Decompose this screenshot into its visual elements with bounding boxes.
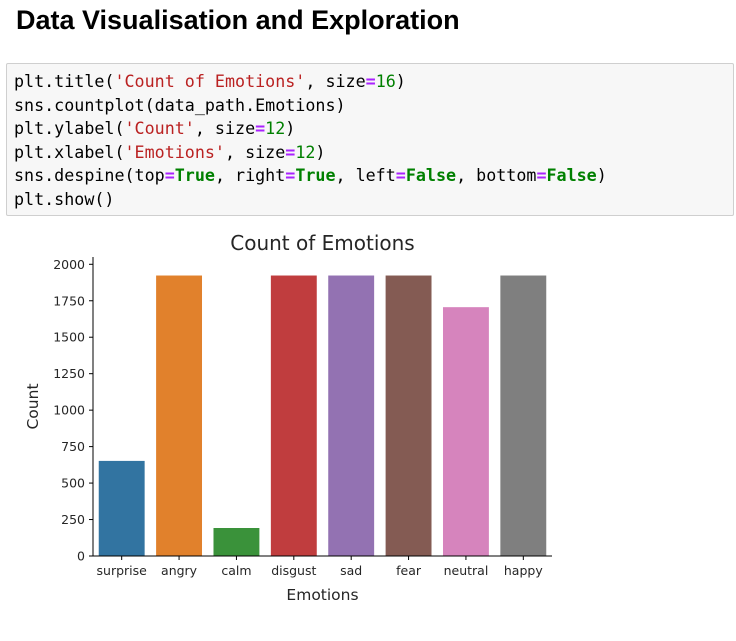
x-tick-label-calm: calm	[221, 563, 251, 578]
x-tick-label-fear: fear	[396, 563, 422, 578]
code-token: 'Count'	[124, 118, 195, 138]
y-tick-label: 2000	[53, 257, 85, 272]
code-token: )	[596, 165, 607, 185]
y-tick-label: 750	[61, 439, 85, 454]
code-token: plt.show()	[14, 188, 115, 209]
y-tick-label: 1000	[53, 403, 85, 418]
code-token: =	[255, 118, 266, 138]
section-heading: Data Visualisation and Exploration	[16, 5, 460, 35]
code-token: sns.despine(top	[14, 165, 165, 185]
x-tick-label-disgust: disgust	[271, 563, 316, 578]
bar-disgust	[270, 275, 317, 556]
y-tick-label: 1500	[53, 330, 85, 345]
code-line: sns.despine(top=True, right=True, left=F…	[14, 165, 607, 185]
code-token: plt.ylabel(	[14, 118, 125, 138]
code-token: 16	[375, 71, 396, 91]
cell-output: Count of Emotions 0 250 500 750 1000 1250 1500 1…	[0, 222, 736, 636]
y-tick-label: 500	[61, 476, 85, 491]
code-token: , size	[224, 141, 286, 162]
x-tick-label-happy: happy	[504, 563, 543, 578]
code-token: =	[285, 141, 296, 162]
code-token: , size	[305, 71, 366, 91]
code-token: )	[315, 141, 326, 162]
y-tick-label: 1750	[53, 293, 85, 308]
bar-sad	[328, 275, 375, 556]
code-token: =	[365, 71, 376, 91]
code-token: 12	[295, 141, 316, 162]
code-cell[interactable]: plt.title('Count of Emotions', size=16) …	[6, 63, 734, 216]
code-line: plt.show()	[14, 189, 114, 209]
x-tick-label-surprise: surprise	[97, 563, 148, 578]
x-axis-label: Emotions	[286, 586, 358, 604]
code-token: =	[164, 165, 175, 185]
code-token: 'Count of Emotions'	[114, 71, 306, 91]
bar-calm	[213, 528, 260, 556]
code-token: =	[395, 165, 406, 185]
code-token: plt.title(	[14, 71, 115, 91]
code-token: )	[285, 118, 296, 138]
code-token: 12	[265, 118, 286, 138]
code-token: True	[174, 165, 215, 185]
code-token: plt.xlabel(	[14, 141, 125, 162]
code-token: , right	[214, 165, 286, 185]
code-token: sns.countplot(data_path.Emotions)	[14, 94, 346, 115]
code-token: , size	[194, 118, 256, 138]
bar-neutral	[442, 307, 489, 556]
code-token: 'Emotions'	[124, 141, 225, 162]
bar-angry	[156, 275, 203, 556]
bar-happy	[500, 275, 547, 556]
code-token: =	[285, 165, 296, 185]
code-token: , bottom	[456, 165, 537, 185]
bar-surprise	[98, 460, 145, 556]
x-tick-label-neutral: neutral	[444, 563, 489, 578]
code-line: plt.ylabel('Count', size=12)	[14, 118, 295, 138]
y-tick-label: 0	[77, 549, 85, 564]
code-token: True	[295, 165, 336, 185]
code-editor[interactable]: plt.title('Count of Emotions', size=16) …	[14, 70, 607, 211]
y-tick-label: 250	[61, 512, 85, 527]
code-line: sns.countplot(data_path.Emotions)	[14, 95, 346, 115]
code-token: False	[405, 165, 457, 185]
chart-title: Count of Emotions	[230, 231, 414, 255]
y-tick-label: 1250	[53, 366, 85, 381]
code-token: , left	[335, 165, 396, 185]
x-tick-label-sad: sad	[340, 563, 362, 578]
count-of-emotions-chart: Count of Emotions 0 250 500 750 1000 1250 1500 1…	[24, 231, 552, 604]
y-axis-label: Count	[24, 383, 42, 429]
code-token: )	[395, 71, 406, 91]
code-line: plt.title('Count of Emotions', size=16)	[14, 71, 406, 91]
code-line: plt.xlabel('Emotions', size=12)	[14, 142, 325, 162]
bar-fear	[385, 275, 432, 556]
code-token: False	[546, 165, 597, 185]
code-token: =	[536, 165, 547, 185]
x-tick-label-angry: angry	[161, 563, 198, 578]
